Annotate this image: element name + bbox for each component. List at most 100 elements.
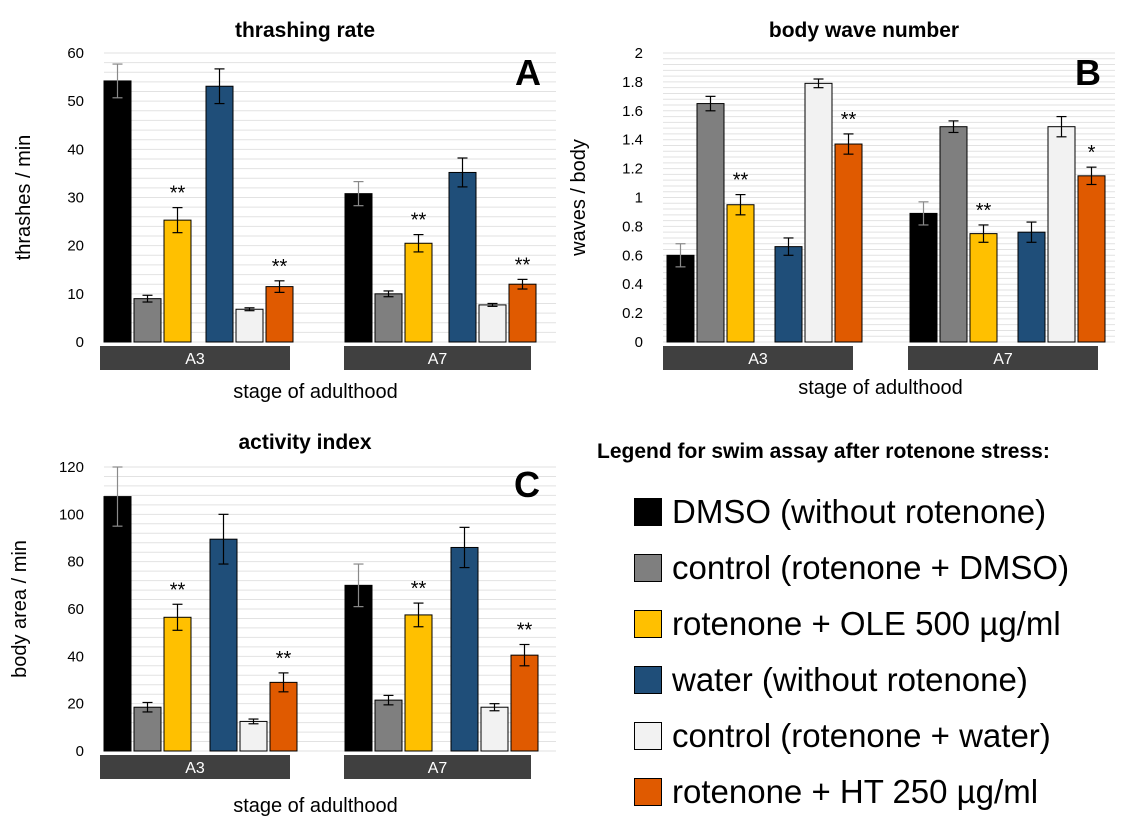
legend-swatch [634,666,662,694]
y-tick-label: 100 [59,506,84,523]
bar [265,286,294,343]
legend-items: DMSO (without rotenone) control (rotenone… [597,484,1125,820]
bar [404,614,433,752]
category-label: A3 [185,351,205,368]
legend-swatch [634,610,662,638]
bar [209,538,238,752]
bar [103,80,132,343]
legend-swatch [634,498,662,526]
significance-marker: ** [841,109,857,131]
legend-label: control (rotenone + DMSO) [672,549,1070,586]
legend-swatch [634,722,662,750]
y-tick-label: 0.8 [622,218,643,235]
category-band-a3 [100,755,290,779]
y-tick-label: 2 [635,45,643,62]
y-tick-label: 1.4 [622,132,643,149]
significance-marker: ** [272,256,288,278]
category-label: A7 [428,351,448,368]
y-tick-label: 30 [67,190,84,207]
category-band-a7 [344,755,531,779]
legend-swatch [634,778,662,806]
bar [774,246,803,343]
bar [969,233,998,343]
bar [696,103,725,343]
legend: Legend for swim assay after rotenone str… [597,440,1125,820]
chart-title: body wave number [769,19,959,42]
legend-label: rotenone + HT 250 µg/ml [672,773,1039,810]
bar [344,193,373,343]
y-tick-label: 1 [635,190,643,207]
bar [103,496,132,752]
y-tick-label: 0.2 [622,305,643,322]
bar [344,584,373,752]
chart-title: thrashing rate [235,19,375,42]
bar [374,293,403,343]
y-tick-label: 80 [67,554,84,571]
legend-item: rotenone + OLE 500 µg/ml [597,596,1125,652]
y-tick-label: 0 [76,743,84,760]
significance-marker: ** [170,579,186,601]
bar [269,681,298,752]
bar [235,308,264,343]
category-label: A3 [748,351,768,368]
significance-marker: ** [276,648,292,670]
significance-marker: ** [170,183,186,205]
legend-item: control (rotenone + water) [597,708,1125,764]
y-tick-label: 60 [67,601,84,618]
bar [1077,175,1106,343]
bar [666,254,695,343]
y-axis-label: waves / body [568,139,590,257]
significance-marker: ** [976,200,992,222]
significance-marker: * [1088,142,1096,164]
legend-label: control (rotenone + water) [672,717,1051,754]
significance-marker: ** [411,578,427,600]
bar [480,706,509,752]
legend-label: DMSO (without rotenone) [672,493,1047,530]
y-tick-label: 20 [67,238,84,255]
y-tick-label: 0 [635,334,643,351]
legend-item: water (without rotenone) [597,652,1125,708]
legend-swatch [634,554,662,582]
bar [508,283,537,343]
category-label: A7 [428,760,448,777]
bar [939,126,968,343]
category-label: A3 [185,760,205,777]
y-axis-label: thrashes / min [13,135,35,261]
y-tick-label: 40 [67,141,84,158]
category-band-a3 [100,346,290,370]
panel-letter: A [515,52,541,93]
legend-label: rotenone + OLE 500 µg/ml [672,605,1061,642]
significance-marker: ** [733,170,749,192]
legend-label: water (without rotenone) [672,661,1028,698]
bar [1047,126,1076,343]
chart-title: activity index [238,431,371,454]
legend-item: control (rotenone + DMSO) [597,540,1125,596]
bar [374,699,403,752]
category-band-a3 [663,346,853,370]
y-tick-label: 50 [67,93,84,110]
panel-letter: B [1075,52,1101,93]
bar [163,616,192,752]
category-label: A7 [993,351,1013,368]
significance-marker: ** [517,620,533,642]
y-tick-label: 10 [67,286,84,303]
bar [478,304,507,343]
y-tick-label: 40 [67,648,84,665]
bar [404,242,433,343]
category-band-a7 [908,346,1098,370]
bar [1017,231,1046,343]
bar [909,212,938,343]
x-axis-label: stage of adulthood [233,795,398,817]
y-tick-label: 20 [67,696,84,713]
bar [804,82,833,343]
panel-letter: C [514,464,540,505]
bar [510,654,539,752]
y-tick-label: 60 [67,45,84,62]
legend-item: DMSO (without rotenone) [597,484,1125,540]
bar [163,219,192,343]
bar [726,204,755,343]
legend-title: Legend for swim assay after rotenone str… [597,440,1050,463]
legend-item: rotenone + HT 250 µg/ml [597,764,1125,820]
